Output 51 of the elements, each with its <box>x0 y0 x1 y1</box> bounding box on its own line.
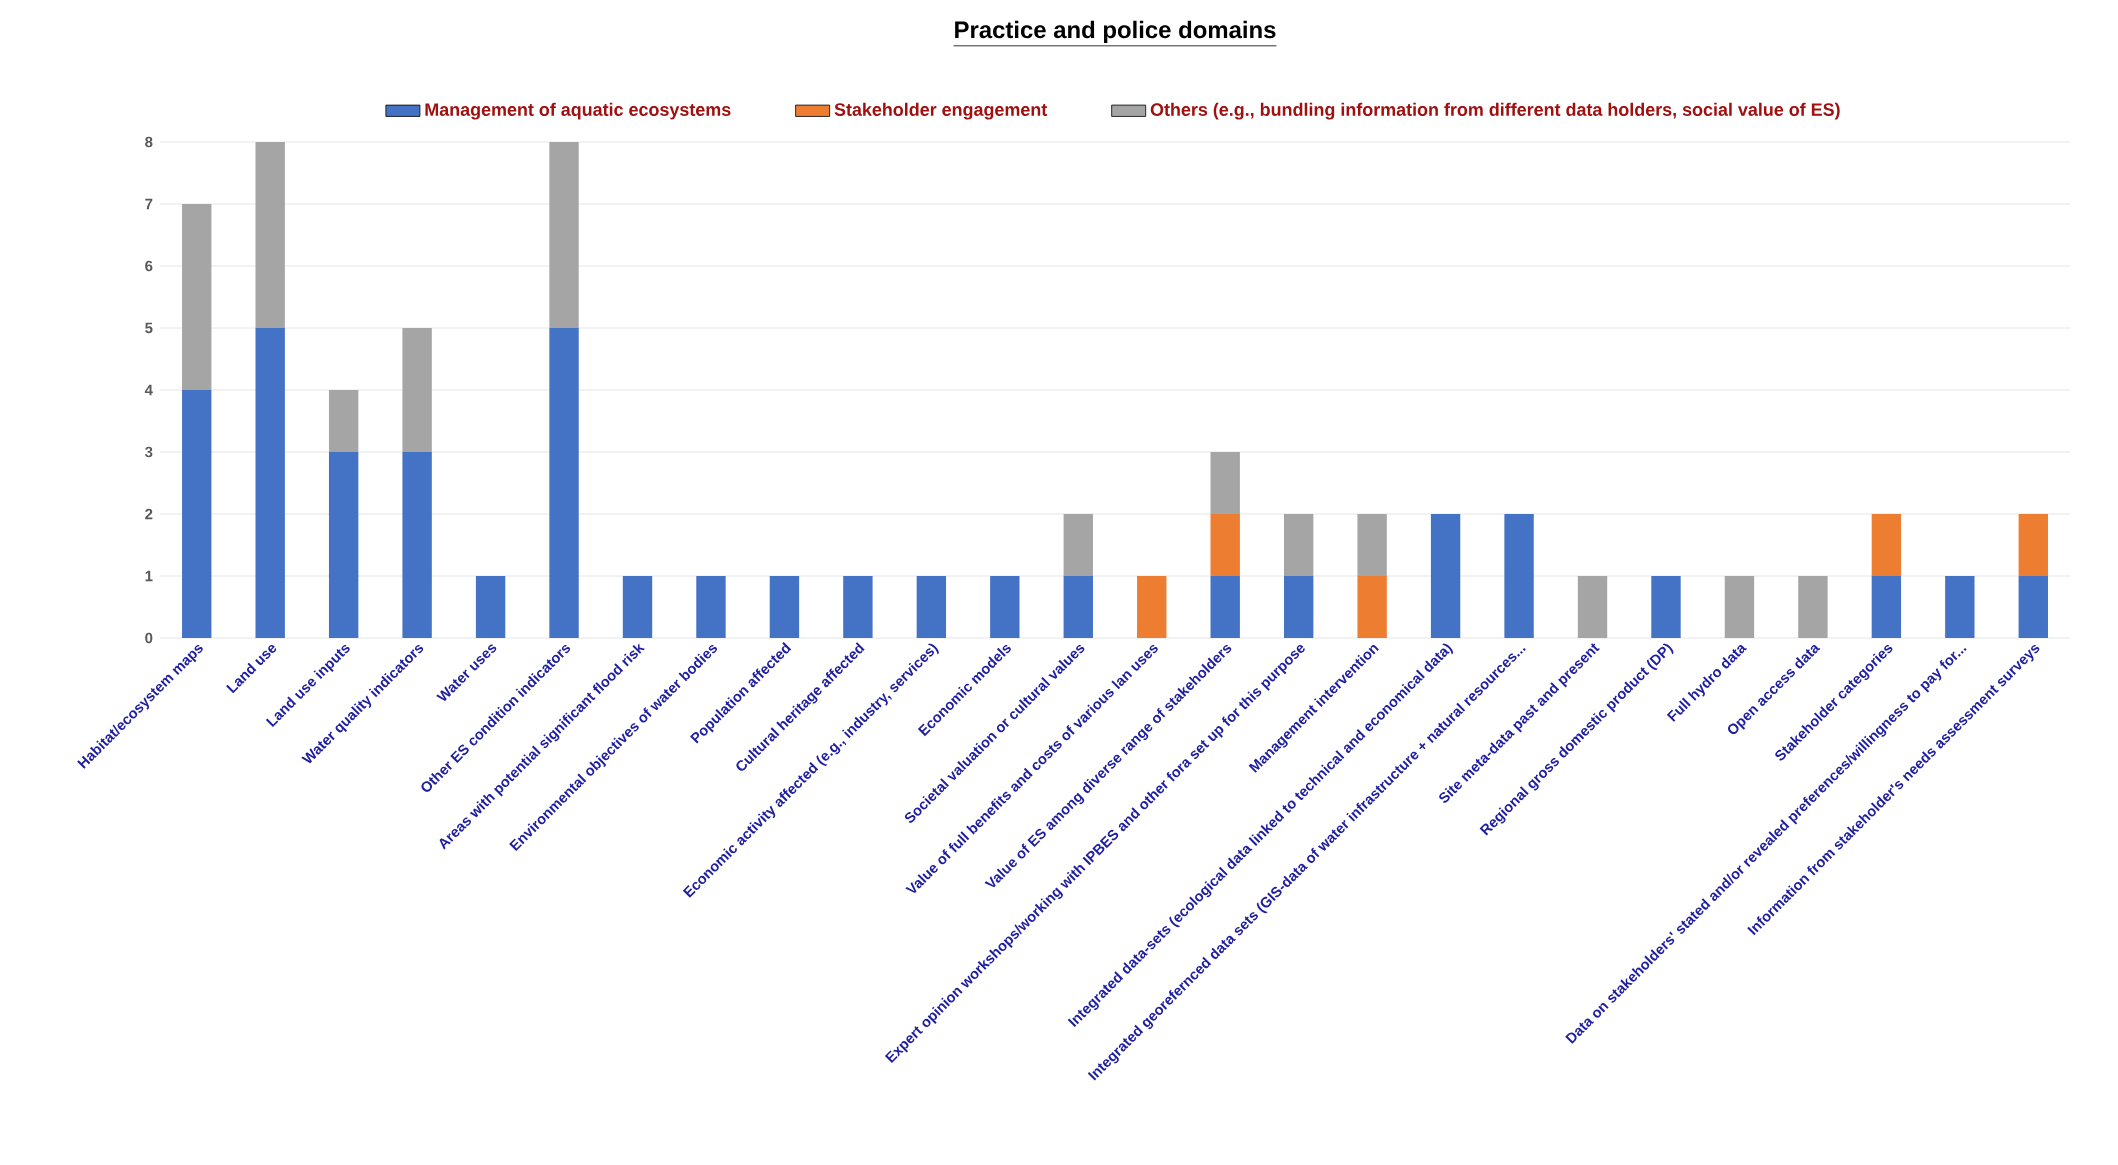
y-tick-label: 3 <box>144 446 153 458</box>
bar <box>1137 576 1167 638</box>
bar <box>696 576 726 638</box>
bar <box>1210 452 1240 514</box>
bar <box>549 328 579 638</box>
bar <box>769 576 800 638</box>
bar <box>2018 576 2048 638</box>
y-tick-label: 5 <box>145 322 153 334</box>
bar <box>1210 576 1240 638</box>
legend-label: Stakeholder engagement <box>834 102 1048 120</box>
bar <box>1504 514 1534 638</box>
bar <box>843 576 873 638</box>
bar <box>916 576 947 638</box>
bar <box>328 390 359 452</box>
bar <box>1063 576 1093 638</box>
bar <box>1430 514 1461 638</box>
bar <box>255 328 285 638</box>
bar <box>1357 514 1387 576</box>
legend-label: Management of aquatic ecosystems <box>425 102 731 120</box>
bar <box>1724 576 1755 638</box>
bar <box>1283 576 1314 638</box>
bar <box>1063 514 1093 576</box>
bar <box>2018 514 2048 576</box>
y-tick-label: 7 <box>145 198 153 210</box>
bar <box>990 576 1020 638</box>
bar <box>1871 514 1902 576</box>
y-tick-label: 6 <box>145 260 153 272</box>
bar <box>255 142 285 328</box>
bar <box>328 452 359 638</box>
bar <box>1577 576 1608 638</box>
bar <box>1210 514 1240 576</box>
y-tick-label: 1 <box>145 570 153 582</box>
bar <box>1798 576 1828 638</box>
bar <box>549 142 579 328</box>
y-tick-label: 0 <box>145 632 153 644</box>
bar <box>402 452 432 638</box>
bar <box>1357 576 1387 638</box>
bar <box>182 390 212 638</box>
bar <box>1283 514 1314 576</box>
bar <box>1651 576 1681 638</box>
chart-title: Practice and police domains <box>955 20 1276 44</box>
bar <box>1871 576 1902 638</box>
bar <box>1945 576 1975 638</box>
y-tick-label: 8 <box>145 136 153 148</box>
bar <box>402 328 432 452</box>
bar <box>475 576 506 638</box>
bar <box>622 576 653 638</box>
y-tick-label: 2 <box>145 508 153 520</box>
bar <box>182 204 212 390</box>
y-tick-label: 4 <box>144 384 153 396</box>
legend-label: Others (e.g., bundling information from different data holders, social value of ES) <box>1150 102 1840 120</box>
